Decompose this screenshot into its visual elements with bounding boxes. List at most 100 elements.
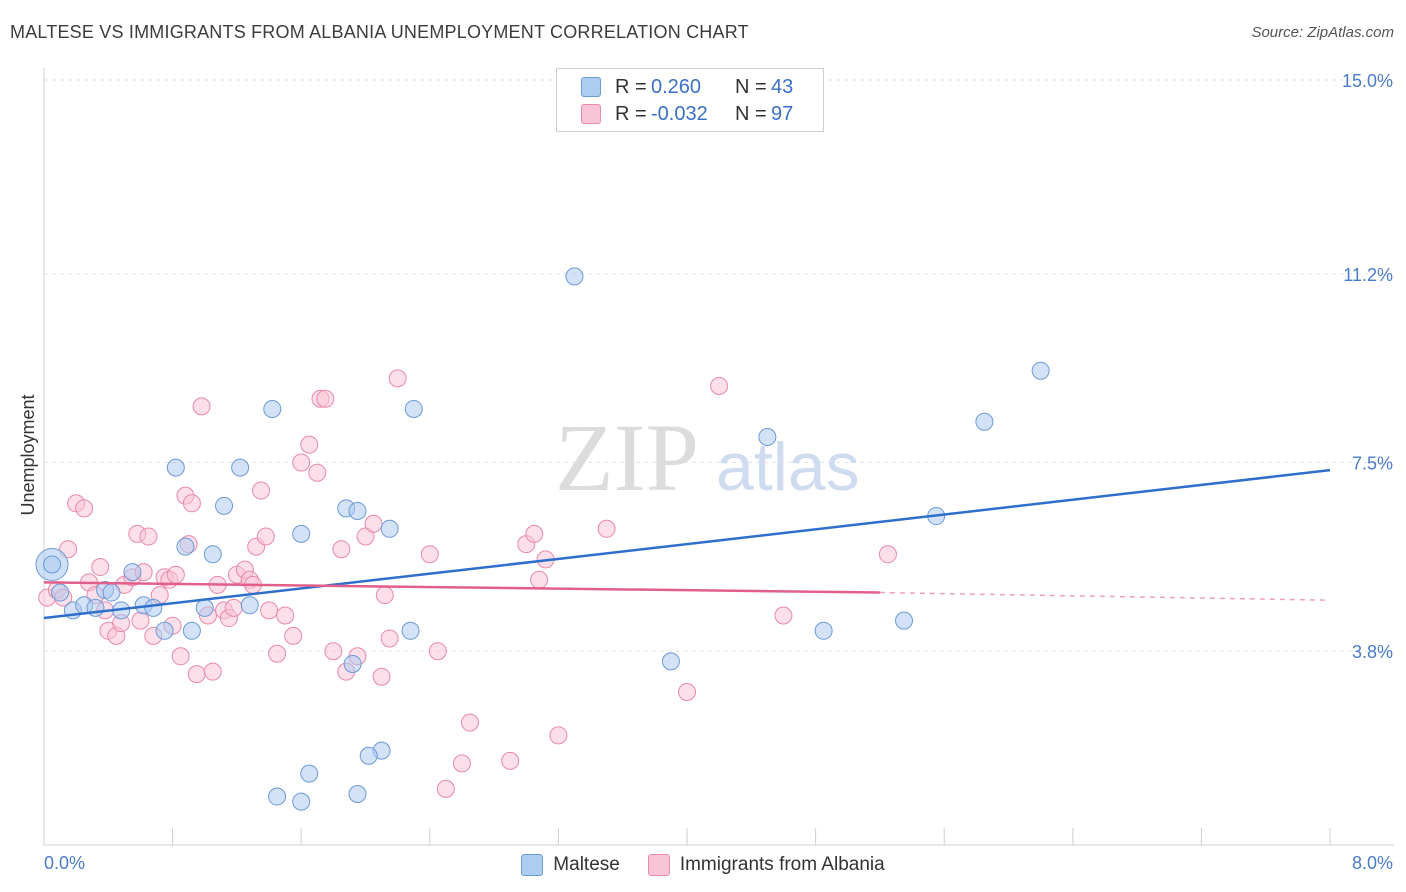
- legend-r-label: R =: [615, 75, 647, 98]
- data-point-maltese: [758, 428, 777, 446]
- data-point-albania: [380, 629, 399, 648]
- data-point-maltese: [176, 537, 195, 556]
- data-point-maltese: [380, 519, 399, 538]
- data-point-albania: [300, 435, 319, 454]
- data-point-albania: [364, 514, 383, 533]
- legend-n-label: N =: [735, 75, 767, 98]
- legend-row-maltese: R = 0.260 N = 43: [581, 75, 793, 99]
- legend-swatch-maltese: [581, 77, 601, 97]
- data-point-maltese: [404, 399, 423, 418]
- data-point-albania: [292, 453, 311, 472]
- legend-label-maltese: Maltese: [553, 854, 620, 875]
- data-point-albania: [388, 369, 407, 388]
- legend-label-albania: Immigrants from Albania: [679, 854, 885, 875]
- data-point-albania: [131, 611, 150, 630]
- legend-item-maltese[interactable]: Maltese: [521, 854, 620, 876]
- watermark-zip: ZIP: [555, 404, 699, 511]
- data-point-maltese: [292, 792, 311, 811]
- data-point-albania: [460, 713, 479, 732]
- trend-line-maltese: [43, 468, 1331, 620]
- data-point-maltese: [123, 563, 142, 582]
- trend-line-albania-extension: [879, 591, 1331, 601]
- legend-item-albania[interactable]: Immigrants from Albania: [647, 854, 885, 876]
- y-tick-label: 15.0%: [1342, 71, 1393, 91]
- y-tick-label: 7.5%: [1352, 454, 1393, 474]
- data-point-albania: [597, 519, 616, 538]
- watermark-atlas: atlas: [716, 429, 860, 505]
- legend-swatch-maltese: [521, 854, 544, 876]
- data-point-albania: [420, 545, 439, 564]
- data-point-albania: [284, 626, 303, 645]
- x-tick-label: 8.0%: [1352, 853, 1393, 873]
- data-point-maltese: [814, 621, 833, 640]
- data-point-albania: [139, 527, 158, 546]
- maltese-points: [35, 267, 1050, 811]
- data-point-albania: [530, 570, 549, 589]
- legend-swatch-albania: [647, 854, 670, 876]
- data-point-maltese: [300, 764, 319, 783]
- legend-n-value: 97: [771, 102, 794, 125]
- data-point-albania: [224, 598, 243, 617]
- data-point-albania: [501, 751, 520, 770]
- correlation-legend: R = 0.260 N = 43 R = -0.032 N = 97: [556, 68, 824, 132]
- data-point-maltese: [895, 611, 914, 630]
- data-point-maltese: [182, 621, 201, 640]
- data-point-maltese: [155, 621, 174, 640]
- data-point-maltese: [203, 545, 222, 564]
- data-point-albania: [308, 463, 327, 482]
- data-point-maltese: [292, 524, 311, 543]
- data-point-albania: [525, 524, 544, 543]
- data-point-albania: [324, 642, 343, 661]
- data-point-albania: [356, 527, 375, 546]
- data-point-maltese: [348, 785, 367, 803]
- data-point-maltese: [102, 583, 121, 602]
- data-point-maltese: [215, 496, 234, 515]
- data-point-albania: [332, 540, 351, 559]
- data-point-albania: [75, 499, 94, 518]
- data-point-albania: [678, 683, 696, 701]
- data-point-maltese: [195, 598, 214, 617]
- data-point-maltese: [51, 583, 70, 602]
- legend-swatch-albania: [581, 104, 601, 124]
- data-point-albania: [171, 647, 190, 666]
- data-point-albania: [428, 642, 447, 661]
- data-point-albania: [372, 667, 391, 686]
- data-point-maltese: [565, 267, 584, 286]
- legend-row-albania: R = -0.032 N = 97: [581, 102, 793, 126]
- data-point-albania: [375, 586, 394, 605]
- data-point-maltese: [240, 596, 259, 615]
- data-point-albania: [452, 754, 471, 773]
- data-point-albania: [774, 606, 793, 625]
- legend-r-label: R =: [615, 102, 647, 125]
- data-point-albania: [316, 389, 335, 408]
- chart-title: MALTESE VS IMMIGRANTS FROM ALBANIA UNEMP…: [10, 22, 749, 42]
- legend-n-label: N =: [735, 102, 767, 125]
- x-tick-label: 0.0%: [44, 853, 85, 873]
- data-point-albania: [260, 601, 279, 620]
- y-tick-label: 3.8%: [1352, 642, 1393, 662]
- legend-r-value: -0.032: [651, 102, 708, 125]
- series-legend: Maltese Immigrants from Albania: [0, 852, 1406, 878]
- data-point-albania: [203, 662, 222, 681]
- data-point-albania: [268, 644, 287, 663]
- source-label: Source: ZipAtlas.com: [1251, 24, 1394, 41]
- data-point-maltese: [348, 501, 367, 520]
- tick-labels: 3.8% 7.5% 11.2% 15.0% 0.0% 8.0%: [44, 71, 1393, 873]
- legend-n-value: 43: [771, 75, 794, 98]
- data-point-albania: [710, 377, 729, 395]
- data-point-maltese: [231, 458, 250, 477]
- data-point-maltese: [975, 412, 994, 431]
- legend-r-value: 0.260: [651, 75, 702, 98]
- data-point-maltese: [1031, 361, 1050, 380]
- data-point-maltese: [43, 555, 62, 574]
- data-point-maltese: [359, 746, 378, 765]
- data-point-maltese: [144, 598, 163, 617]
- data-point-albania: [91, 558, 110, 577]
- data-point-albania: [187, 665, 206, 684]
- data-point-maltese: [401, 621, 420, 640]
- data-point-albania: [878, 545, 897, 564]
- data-point-maltese: [661, 652, 680, 671]
- data-point-albania: [166, 565, 185, 584]
- y-axis-label: Unemployment: [18, 394, 38, 515]
